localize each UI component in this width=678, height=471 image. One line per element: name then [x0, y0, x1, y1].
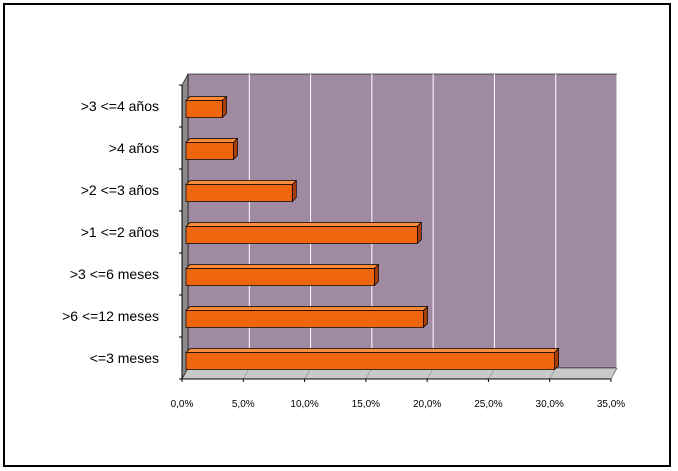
bar-top: [185, 222, 423, 227]
x-tick-label: 30,0%: [536, 399, 564, 410]
category-label: >1 <=2 años: [81, 224, 159, 240]
bar: [185, 95, 228, 119]
x-tick-label: 25,0%: [474, 399, 502, 410]
category-label: >6 <=12 meses: [62, 308, 159, 324]
bar-top: [185, 348, 560, 353]
x-tick-label: 20,0%: [413, 399, 441, 410]
bar-front: [185, 310, 424, 328]
bar-top: [185, 264, 380, 269]
x-tick-label: 10,0%: [290, 399, 318, 410]
bar-front: [185, 268, 375, 286]
bar-side: [554, 347, 559, 371]
category-label: >2 <=3 años: [81, 182, 159, 198]
bar: [185, 305, 429, 329]
bar: [185, 221, 423, 245]
bar-top: [185, 180, 298, 185]
bar-side: [416, 221, 422, 245]
floor-gridline: [610, 367, 618, 380]
bar: [185, 347, 560, 371]
category-label: >3 <=4 años: [81, 98, 159, 114]
bar-front: [185, 100, 223, 118]
bar-side: [423, 305, 428, 329]
bar-top: [185, 138, 239, 143]
bar: [185, 263, 380, 287]
category-label: <=3 meses: [90, 350, 159, 366]
bar-front: [185, 184, 293, 202]
bar-side: [374, 263, 379, 287]
category-label: >3 <=6 meses: [70, 266, 159, 282]
bar-front: [185, 142, 234, 160]
bar-front: [185, 226, 418, 244]
x-tick-label: 35,0%: [597, 399, 625, 410]
bar-top: [185, 96, 228, 101]
bar-side: [291, 179, 297, 203]
bar: [185, 179, 298, 203]
x-tick-label: 15,0%: [352, 399, 380, 410]
bar-side: [222, 95, 227, 119]
bar-side: [233, 137, 238, 161]
x-tick-label: 5,0%: [232, 399, 255, 410]
x-tick-label: 0,0%: [171, 399, 194, 410]
bar: [185, 137, 239, 161]
bar-top: [185, 306, 429, 311]
category-label: >4 años: [109, 140, 159, 156]
bar-front: [185, 352, 555, 370]
